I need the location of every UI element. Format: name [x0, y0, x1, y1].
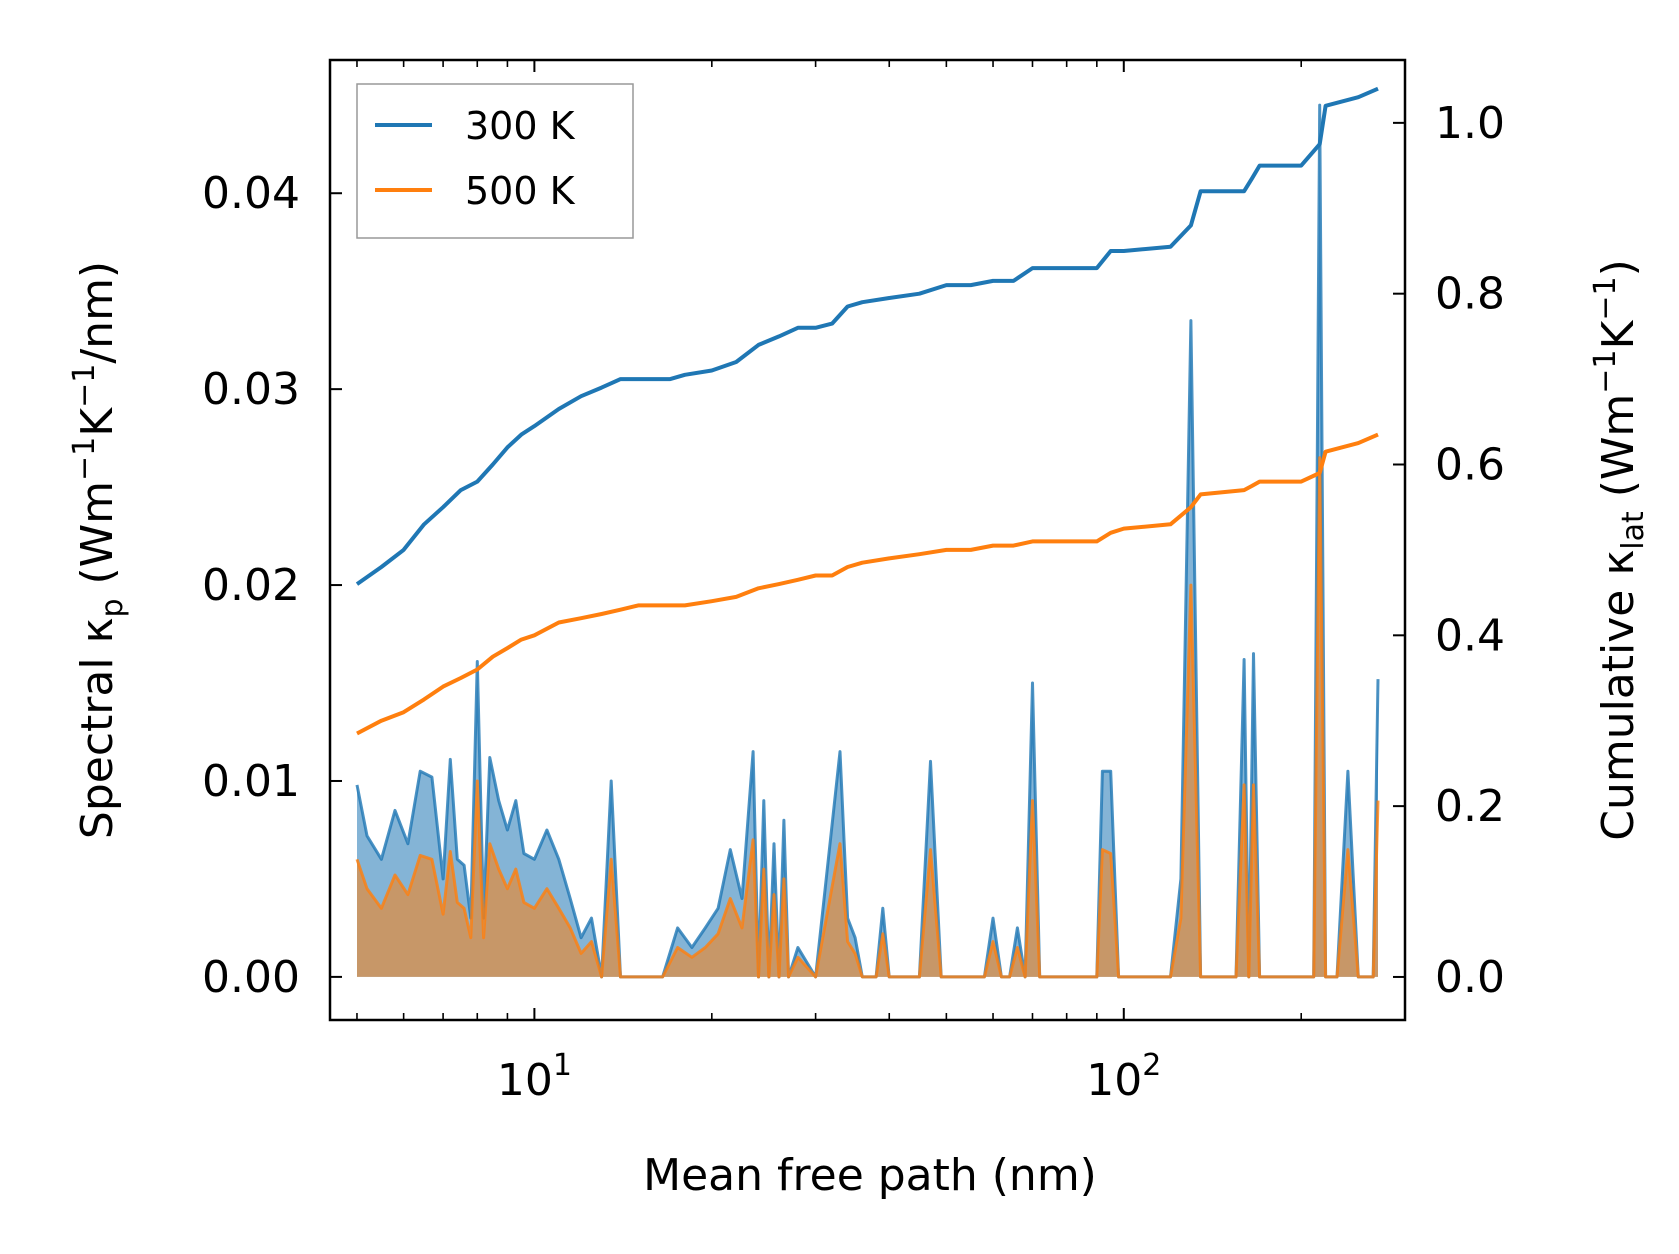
y-left-tick-label: 0.00	[202, 952, 300, 1003]
y-axis-title-left: Spectral κp (Wm−1K−1/nm)	[67, 261, 130, 839]
y-left-tick-label: 0.01	[202, 756, 300, 807]
cumulative-line-300k	[355, 86, 1379, 586]
x-tick-label: 102	[1086, 1048, 1161, 1106]
legend: 300 K 500 K	[356, 83, 634, 239]
spectral-line-500k	[355, 456, 1380, 979]
y-left-tick-label: 0.03	[202, 364, 300, 415]
y-right-tick-label: 0.6	[1435, 439, 1505, 490]
x-axis-title: Mean free path (nm)	[643, 1150, 1097, 1201]
plot-area	[355, 86, 1380, 979]
y-right-tick-label: 1.0	[1435, 98, 1505, 149]
y-axis-title-right: Cumulative κlat (Wm−1K−1)	[1588, 259, 1651, 841]
y-right-tick-label: 0.0	[1435, 952, 1505, 1003]
plot-frame	[328, 58, 1407, 1022]
legend-frame	[356, 83, 634, 239]
axes: 0.00 0.01 0.02 0.03 0.04 0.0 0.2 0.4 0.6 0.8 1.0 10…	[202, 58, 1505, 1106]
legend-label-300k: 300 K	[465, 104, 576, 148]
spectral-fill-300k	[357, 105, 1378, 977]
y-right-tick-label: 0.8	[1435, 269, 1505, 320]
y-right-tick-label: 0.2	[1435, 781, 1505, 832]
y-right-tick-label: 0.4	[1435, 610, 1505, 661]
cumulative-line-500k	[356, 432, 1379, 736]
y-left-tick-label: 0.04	[202, 168, 300, 219]
legend-label-500k: 500 K	[465, 169, 576, 213]
y-left-tick-label: 0.02	[202, 560, 300, 611]
spectral-fill-500k	[357, 457, 1378, 977]
x-tick-label: 101	[497, 1048, 572, 1106]
